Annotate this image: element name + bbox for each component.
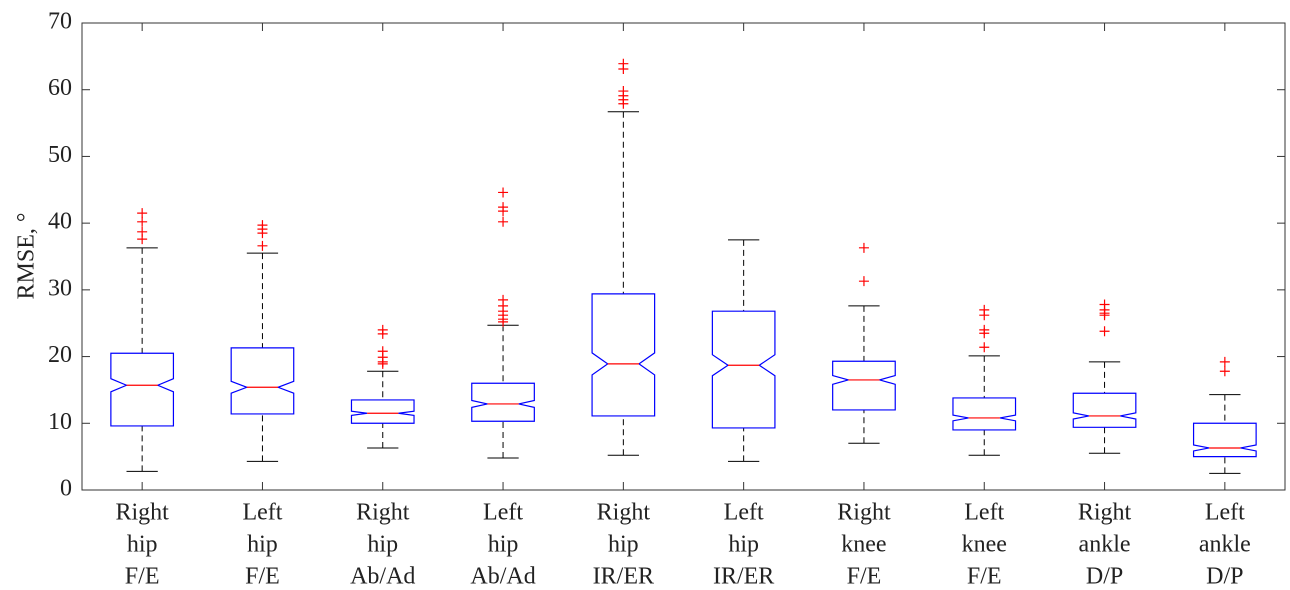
outlier: [137, 208, 148, 219]
x-tick-label: hip: [247, 532, 278, 558]
x-tick-label: F/E: [125, 564, 160, 590]
x-tick-label: Right: [597, 500, 651, 526]
outlier: [858, 276, 869, 287]
x-tick-label: knee: [841, 532, 886, 558]
outlier: [498, 216, 509, 227]
outlier: [858, 242, 869, 253]
outlier: [618, 98, 629, 109]
box: [471, 382, 535, 422]
x-tick-label: Left: [483, 500, 523, 526]
x-tick-label: Ab/Ad: [350, 564, 415, 590]
x-tick-label: Right: [115, 500, 169, 526]
x-tick-label: hip: [367, 532, 398, 558]
x-tick-label: ankle: [1079, 532, 1131, 558]
outlier: [137, 216, 148, 227]
y-tick-label: 40: [48, 209, 72, 235]
outlier: [1099, 326, 1110, 337]
x-tick-label: F/E: [847, 564, 882, 590]
outlier: [979, 342, 990, 353]
box: [1072, 392, 1137, 428]
outlier: [257, 228, 268, 239]
x-tick-label: IR/ER: [713, 564, 774, 590]
x-tick-label: Right: [837, 500, 891, 526]
outlier: [1099, 310, 1110, 321]
outlier: [257, 240, 268, 251]
x-tick-label: F/E: [245, 564, 280, 590]
box: [832, 360, 896, 411]
outlier: [498, 187, 509, 198]
plot-frame: [81, 22, 1286, 491]
y-axis-label: RMSE, °: [14, 213, 40, 300]
x-tick-label: Left: [1205, 500, 1245, 526]
outlier: [137, 234, 148, 245]
x-tick-label: hip: [488, 532, 519, 558]
x-tick-label: Ab/Ad: [470, 564, 535, 590]
x-tick-label: Left: [242, 500, 282, 526]
y-tick-label: 70: [48, 9, 72, 35]
x-tick-label: ankle: [1199, 532, 1251, 558]
x-tick-label: hip: [728, 532, 759, 558]
x-tick-label: F/E: [967, 564, 1002, 590]
outlier: [979, 328, 990, 339]
y-tick-label: 60: [48, 75, 72, 101]
box: [711, 310, 776, 429]
y-tick-label: 20: [48, 342, 72, 368]
outlier: [979, 310, 990, 321]
box: [1192, 422, 1257, 458]
outlier: [618, 64, 629, 75]
outlier: [377, 328, 388, 339]
x-tick-label: Right: [1078, 500, 1132, 526]
x-tick-label: hip: [608, 532, 639, 558]
outlier: [498, 316, 509, 327]
x-tick-label: D/P: [1206, 564, 1243, 590]
x-tick-label: IR/ER: [593, 564, 654, 590]
outlier: [1219, 366, 1230, 377]
x-tick-label: D/P: [1086, 564, 1123, 590]
x-tick-label: Left: [724, 500, 764, 526]
y-tick-label: 50: [48, 142, 72, 168]
y-tick-label: 10: [48, 409, 72, 435]
x-tick-label: Left: [964, 500, 1004, 526]
outlier: [1219, 356, 1230, 367]
y-tick-label: 30: [48, 275, 72, 301]
outlier: [377, 358, 388, 369]
box: [110, 352, 175, 427]
x-tick-label: hip: [127, 532, 158, 558]
outlier: [498, 206, 509, 217]
box: [952, 397, 1017, 431]
y-tick-label: 0: [60, 476, 72, 502]
x-tick-label: Right: [356, 500, 410, 526]
box: [591, 293, 656, 417]
x-tick-label: knee: [962, 532, 1007, 558]
box: [350, 399, 415, 424]
box: [230, 347, 295, 415]
